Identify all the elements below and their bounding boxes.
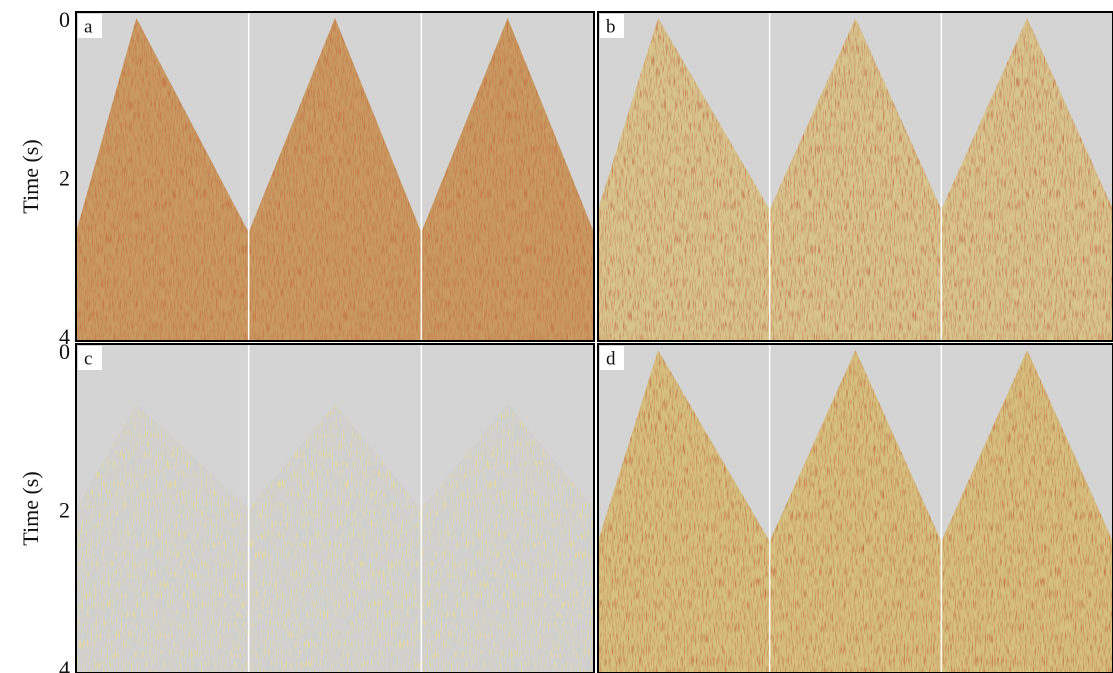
panel-label: b (606, 16, 616, 37)
shot-gather (769, 18, 942, 341)
panel-label: d (606, 348, 616, 369)
shot-gather (76, 404, 249, 673)
panel-label-box (78, 14, 102, 38)
tick-label: 0 (59, 7, 70, 32)
panel-label-box (600, 14, 624, 38)
tick-label: 4 (59, 324, 70, 349)
panel-label: c (84, 348, 92, 369)
panel-label: a (84, 16, 93, 37)
shot-gather (769, 350, 942, 673)
shot-gather (421, 18, 594, 341)
shot-gather (76, 18, 249, 341)
shot-gather (421, 404, 594, 673)
tick-label: 2 (59, 498, 70, 523)
tick-label: 2 (59, 166, 70, 191)
axis-label: Time (s) (18, 471, 43, 545)
shot-gather (598, 350, 770, 673)
panel-frame (597, 343, 1113, 673)
panel-label-box (600, 346, 624, 370)
panel-frame (75, 343, 595, 673)
axis-label: Time (s) (18, 139, 43, 213)
panel-frame (597, 11, 1113, 342)
tick-label: 4 (59, 656, 70, 673)
tick-label: 0 (59, 339, 70, 364)
shot-gather (941, 350, 1113, 673)
panel-frame (75, 11, 595, 342)
shot-gather (248, 404, 422, 673)
shot-gather (248, 18, 422, 341)
panel-label-box (78, 346, 102, 370)
shot-gather (598, 18, 770, 341)
shot-gather (941, 18, 1113, 341)
